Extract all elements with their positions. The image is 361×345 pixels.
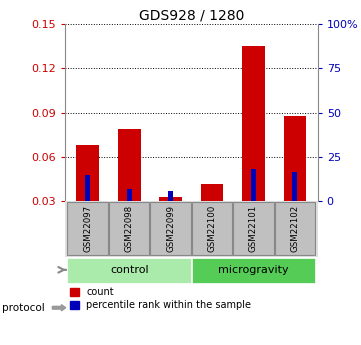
Text: control: control <box>110 265 148 275</box>
Bar <box>77 145 99 201</box>
Bar <box>242 46 265 201</box>
FancyBboxPatch shape <box>109 202 149 255</box>
FancyBboxPatch shape <box>275 202 315 255</box>
FancyBboxPatch shape <box>68 258 191 283</box>
Bar <box>85 175 90 201</box>
Title: GDS928 / 1280: GDS928 / 1280 <box>139 9 244 23</box>
Bar <box>251 169 256 201</box>
Bar <box>127 189 132 201</box>
Bar <box>159 197 182 201</box>
Bar <box>292 172 297 201</box>
Text: GSM22102: GSM22102 <box>290 205 299 253</box>
FancyBboxPatch shape <box>233 202 274 255</box>
Text: GSM22100: GSM22100 <box>208 205 217 253</box>
Text: protocol: protocol <box>2 303 44 313</box>
FancyBboxPatch shape <box>192 202 232 255</box>
Bar <box>168 191 173 201</box>
Text: GSM22098: GSM22098 <box>125 205 134 253</box>
Legend: count, percentile rank within the sample: count, percentile rank within the sample <box>70 287 251 310</box>
FancyBboxPatch shape <box>68 202 108 255</box>
Text: GSM22099: GSM22099 <box>166 205 175 253</box>
FancyBboxPatch shape <box>192 258 315 283</box>
Bar <box>283 116 306 201</box>
FancyBboxPatch shape <box>150 202 191 255</box>
Bar <box>118 129 140 201</box>
Text: microgravity: microgravity <box>218 265 289 275</box>
Text: GSM22101: GSM22101 <box>249 205 258 253</box>
Bar <box>201 184 223 201</box>
Text: GSM22097: GSM22097 <box>83 205 92 253</box>
